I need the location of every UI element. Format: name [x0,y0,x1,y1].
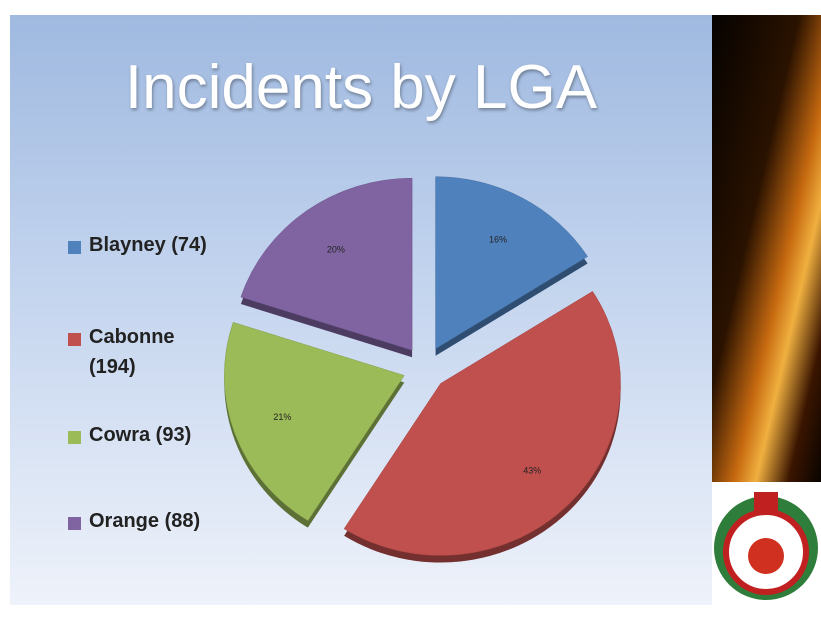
rfs-logo [714,492,818,600]
legend-item: Cabonne (194) [68,326,214,382]
data-label: 16% [489,235,507,245]
legend-swatch [68,333,81,346]
legend-swatch [68,517,81,530]
slice [343,291,621,556]
chart-title: Incidents by LGA [124,53,598,122]
legend-item: Orange (88) [68,510,214,536]
slice [435,176,588,350]
fire-image [712,15,821,482]
data-label: 20% [327,244,345,254]
legend-label: Cabonne (194) [89,326,175,378]
legend-label: Orange (88) [89,510,201,532]
legend-item: Cowra (93) [68,424,214,450]
data-label: 21% [273,412,291,422]
data-label: 43% [523,465,541,475]
legend-swatch [68,241,81,254]
slice [240,177,413,351]
legend-label: Cowra (93) [89,424,192,446]
legend-item: Blayney (74) [68,234,214,260]
legend-label: Blayney (74) [89,234,207,256]
legend-swatch [68,431,81,444]
slice [224,321,405,522]
